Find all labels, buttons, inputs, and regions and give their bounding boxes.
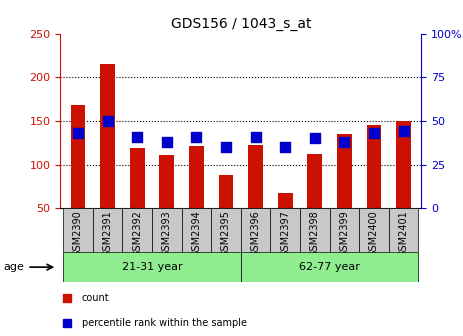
Bar	[270, 208, 300, 252]
Point	[252, 134, 259, 139]
Text: age: age	[3, 262, 24, 272]
Bar	[189, 146, 204, 208]
Bar	[359, 208, 389, 252]
Text: GSM2401: GSM2401	[399, 210, 408, 257]
Point	[400, 129, 407, 134]
Bar	[219, 175, 233, 208]
Bar	[152, 208, 181, 252]
Text: 21-31 year: 21-31 year	[122, 262, 182, 272]
Point	[104, 118, 111, 124]
Bar	[337, 134, 352, 208]
Bar	[63, 208, 93, 252]
Bar	[130, 148, 144, 208]
Text: percentile rank within the sample: percentile rank within the sample	[82, 319, 247, 328]
Point	[193, 134, 200, 139]
Bar	[241, 252, 419, 282]
Text: GSM2397: GSM2397	[280, 210, 290, 257]
Bar	[211, 208, 241, 252]
Point	[222, 144, 230, 150]
Text: count: count	[82, 293, 109, 303]
Text: GSM2396: GSM2396	[250, 210, 261, 257]
Bar	[122, 208, 152, 252]
Text: GSM2398: GSM2398	[310, 210, 320, 257]
Text: GSM2399: GSM2399	[339, 210, 350, 257]
Point	[341, 139, 348, 144]
Bar	[330, 208, 359, 252]
Text: GSM2400: GSM2400	[369, 210, 379, 257]
Text: GSM2392: GSM2392	[132, 210, 142, 257]
Text: GSM2391: GSM2391	[102, 210, 113, 257]
Bar	[159, 155, 174, 208]
Text: GSM2390: GSM2390	[73, 210, 83, 257]
Bar	[181, 208, 211, 252]
Point	[282, 144, 289, 150]
Point	[163, 139, 170, 144]
Bar	[100, 64, 115, 208]
Point	[370, 130, 378, 136]
Bar	[63, 252, 241, 282]
Bar	[241, 208, 270, 252]
Bar	[396, 121, 411, 208]
Bar	[93, 208, 122, 252]
Point	[311, 136, 319, 141]
Title: GDS156 / 1043_s_at: GDS156 / 1043_s_at	[170, 17, 311, 31]
Text: GSM2393: GSM2393	[162, 210, 172, 257]
Point	[74, 130, 81, 136]
Bar	[389, 208, 419, 252]
Bar	[278, 194, 293, 208]
Text: GSM2394: GSM2394	[191, 210, 201, 257]
Bar	[307, 154, 322, 208]
Bar	[248, 145, 263, 208]
Bar	[300, 208, 330, 252]
Bar	[70, 105, 85, 208]
Text: 62-77 year: 62-77 year	[299, 262, 360, 272]
Bar	[367, 125, 382, 208]
Text: GSM2395: GSM2395	[221, 210, 231, 257]
Point	[133, 134, 141, 139]
